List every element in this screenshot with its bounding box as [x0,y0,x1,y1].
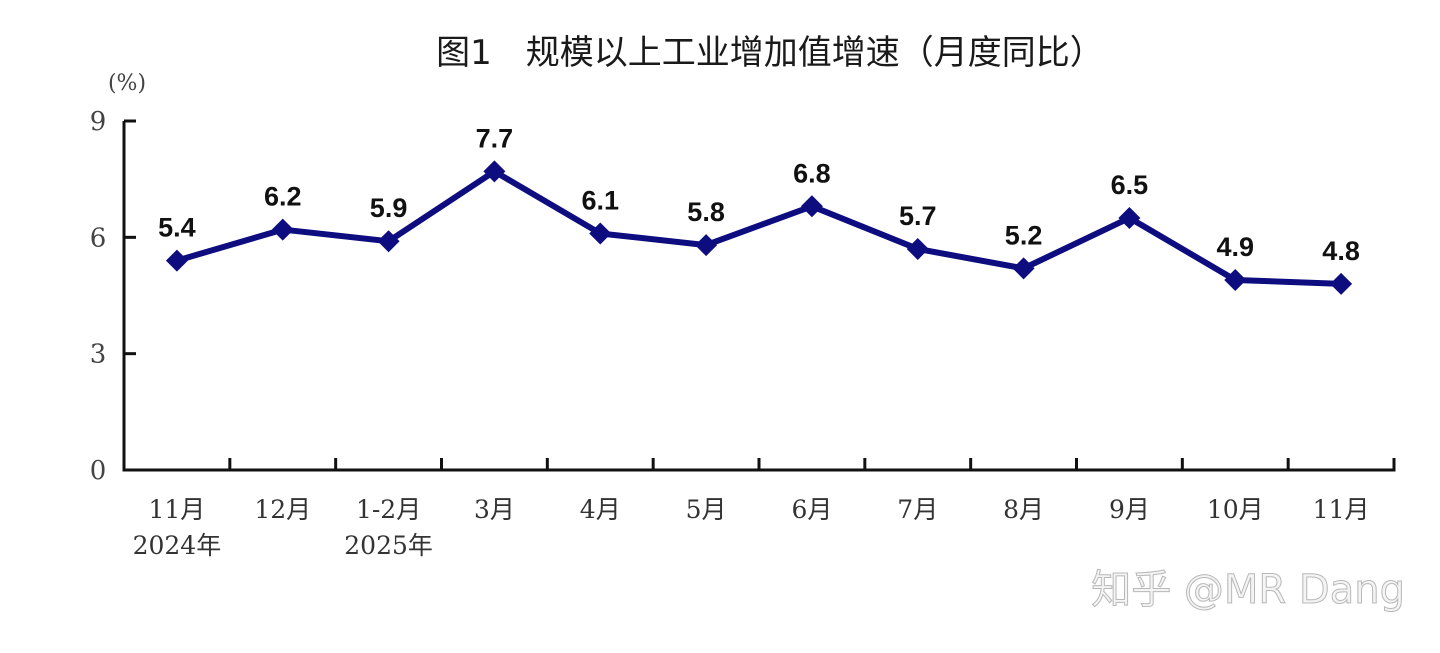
y-tick-label: 6 [90,223,107,253]
data-label: 4.9 [1216,232,1254,262]
x-tick-label: 7月 [897,495,938,524]
diamond-marker [800,195,823,218]
x-tick-label: 5月 [686,495,727,524]
x-tick-label: 4月 [580,495,621,524]
diamond-marker [695,234,718,257]
diamond-marker [483,160,506,183]
data-label: 6.5 [1111,170,1149,200]
diamond-marker [906,237,929,260]
diamond-marker [1118,206,1141,229]
x-tick-label: 8月 [1003,495,1044,524]
watermark: 知乎 @MR Dang [1091,567,1405,613]
y-tick-label: 0 [90,456,107,486]
y-axis-ticks: 0 3 6 9 [90,107,136,486]
x-tick-label: 11月 [149,495,206,524]
x-tick-label: 11月 [1313,495,1370,524]
x-tick-label: 2024年 [133,531,222,560]
diamond-marker [165,249,188,272]
diamond-marker [1224,268,1247,291]
x-axis-ticks: 11月 2024年 12月 1-2月 2025年 3月 4月 5月 6月 7月 8月 9月 10月 11月 [133,458,1396,560]
x-tick-label: 2025年 [344,531,433,560]
x-tick-label: 6月 [791,495,832,524]
chart-title: 图1 规模以上工业增加值增速（月度同比） [436,33,1104,73]
x-tick-label: 1-2月 [356,495,421,524]
diamond-marker [1012,257,1035,280]
data-label: 5.7 [899,201,937,231]
x-tick-label: 9月 [1109,495,1150,524]
data-label: 5.8 [687,197,725,227]
diamond-marker [377,230,400,253]
diamond-marker [589,222,612,245]
diamond-marker [271,218,294,241]
data-series [165,160,1353,295]
diamond-marker [1330,272,1353,295]
y-axis-unit-label: (%) [108,71,146,96]
series-line [176,168,1342,287]
data-label: 5.9 [370,193,408,223]
data-label: 5.4 [158,213,196,243]
x-tick-label: 10月 [1207,495,1264,524]
y-tick-label: 9 [90,107,107,137]
data-label: 7.7 [476,123,514,153]
x-tick-label: 3月 [474,495,515,524]
data-label: 6.1 [581,185,619,215]
data-label: 4.8 [1322,236,1360,266]
data-label: 5.2 [1005,220,1043,250]
axes [122,121,1396,472]
y-tick-label: 3 [90,340,107,370]
data-label: 6.2 [264,182,302,212]
x-tick-label: 12月 [254,495,311,524]
data-labels: 5.4 6.2 5.9 7.7 6.1 5.8 6.8 5.7 5.2 6.5 4.9 4.8 [158,123,1360,265]
data-label: 6.8 [793,158,831,188]
